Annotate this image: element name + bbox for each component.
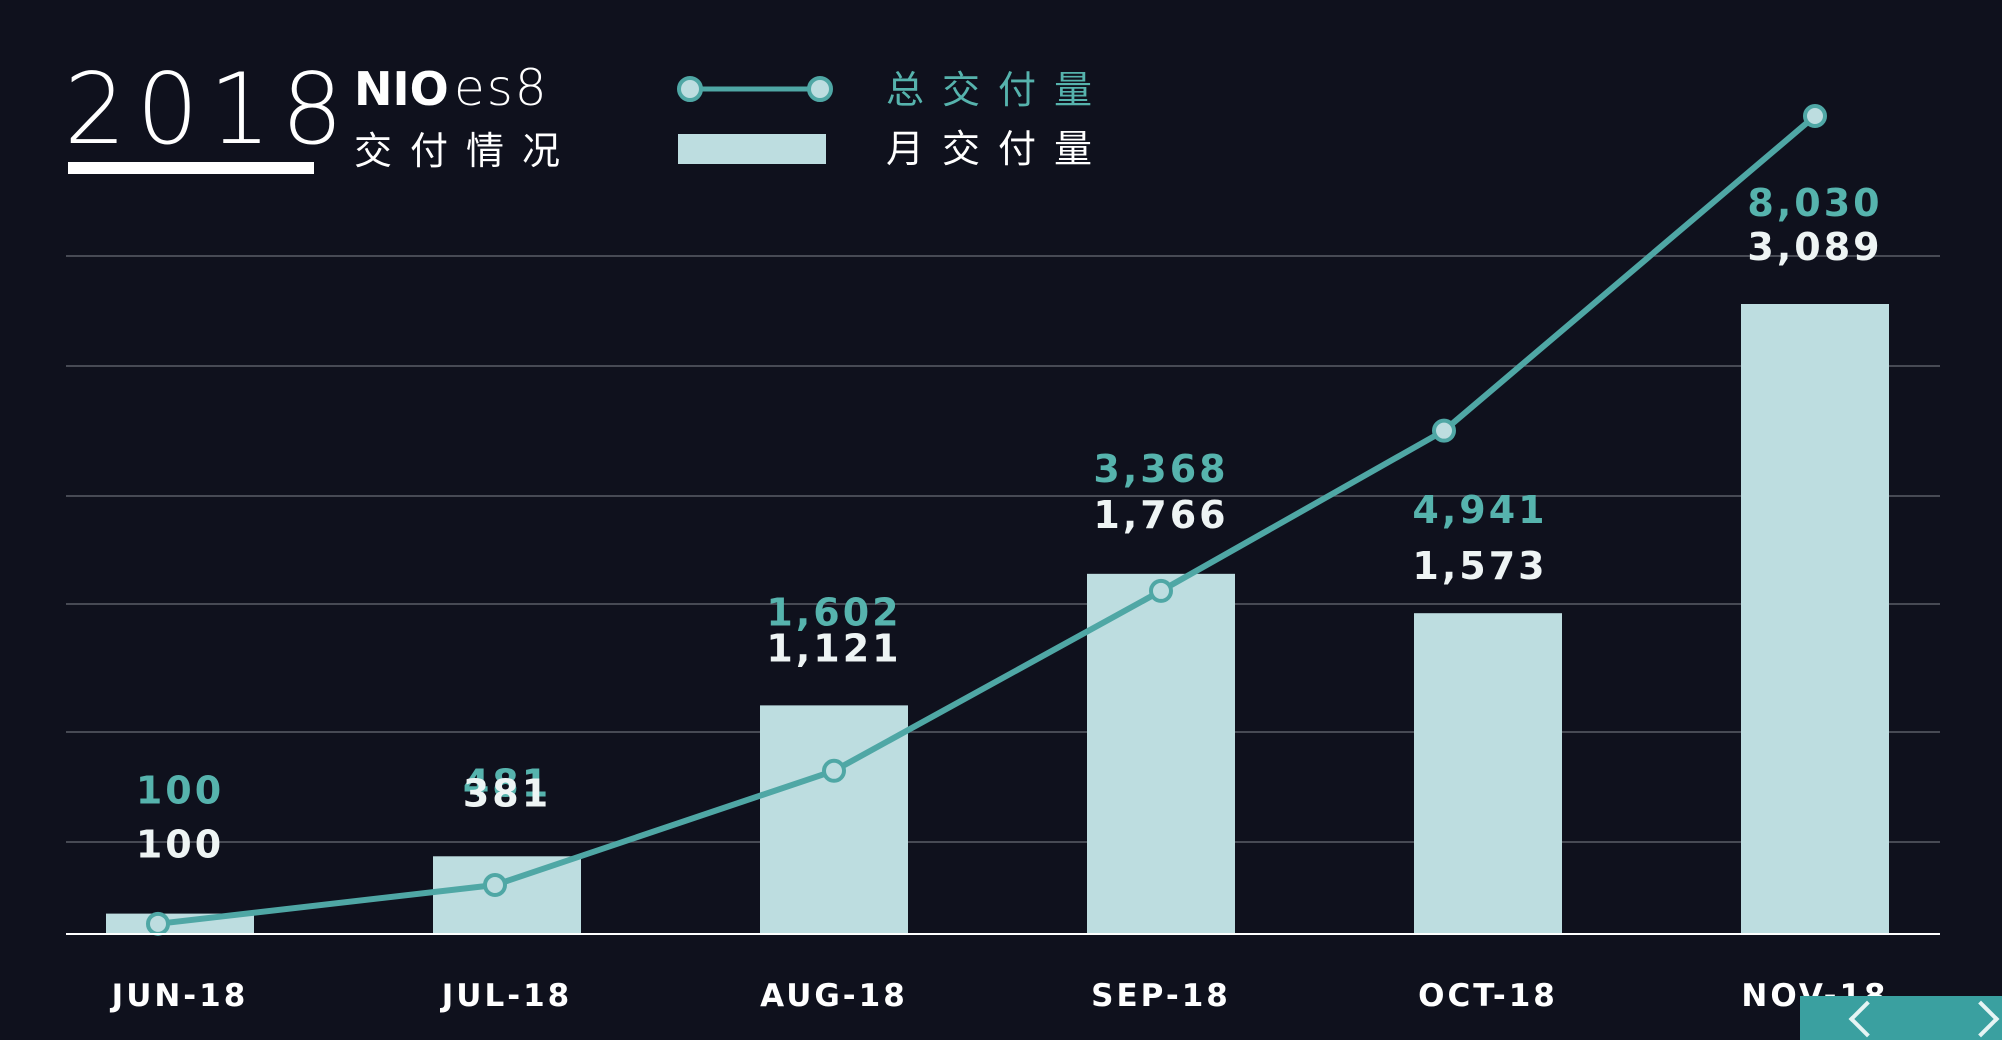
legend-cumulative-label: 总交付量 (886, 68, 1110, 112)
chart-subtitle: 交付情况 (354, 129, 578, 173)
cumulative-value-label: 8,030 (1747, 181, 1882, 225)
cumulative-line (146, 104, 1827, 936)
cumulative-value-label: 1,602 (766, 590, 901, 634)
cumulative-point-nov-18 (1803, 104, 1827, 128)
bar-jul-18 (433, 856, 581, 934)
cumulative-point-sep-18 (1149, 578, 1173, 603)
brand-logo-nio: NIO (354, 62, 449, 116)
bar-sep-18 (1087, 573, 1235, 934)
monthly-value-label: 100 (136, 823, 224, 867)
x-tick-label: JUL-18 (440, 978, 572, 1014)
bar-nov-18 (1741, 304, 1889, 934)
legend-line-marker-left (677, 76, 703, 102)
legend-line-marker-right (807, 76, 833, 102)
monthly-value-label: 381 (463, 771, 551, 815)
legend-monthly-label: 月交付量 (886, 127, 1110, 171)
cumulative-value-label: 4,941 (1412, 488, 1547, 532)
cumulative-value-label: 100 (136, 769, 224, 813)
monthly-value-label: 1,121 (766, 626, 901, 670)
year-underline (68, 162, 314, 174)
cumulative-value-label: 481 (463, 761, 551, 805)
chevron-right-icon[interactable] (1962, 1000, 2000, 1038)
brand-model-es8: es8 (454, 59, 549, 117)
cumulative-point-aug-18 (822, 758, 846, 783)
x-tick-label: AUG-18 (760, 978, 908, 1014)
x-tick-label: OCT-18 (1418, 978, 1558, 1014)
slide-nav (1800, 996, 2002, 1040)
chevron-left-icon[interactable] (1848, 1000, 1886, 1038)
cumulative-series-line (157, 113, 1817, 927)
monthly-value-label: 3,089 (1747, 225, 1882, 269)
cumulative-point-oct-18 (1432, 418, 1456, 443)
bar-oct-18 (1414, 613, 1562, 934)
monthly-value-label: 1,573 (1412, 544, 1547, 588)
cumulative-point-jun-18 (146, 911, 170, 936)
cumulative-value-label: 3,368 (1093, 447, 1228, 491)
gridlines (66, 255, 1940, 843)
monthly-value-label: 1,766 (1093, 493, 1228, 537)
legend: 总交付量 月交付量 (677, 68, 1110, 171)
legend-bar-swatch (678, 134, 826, 164)
cumulative-point-jul-18 (483, 873, 507, 898)
monthly-bars (106, 304, 1889, 934)
year-title: 2018 (64, 53, 353, 167)
x-tick-label: SEP-18 (1091, 978, 1231, 1014)
x-tick-label: JUN-18 (110, 978, 249, 1014)
header: 2018 NIO es8 交付情况 (64, 53, 578, 174)
